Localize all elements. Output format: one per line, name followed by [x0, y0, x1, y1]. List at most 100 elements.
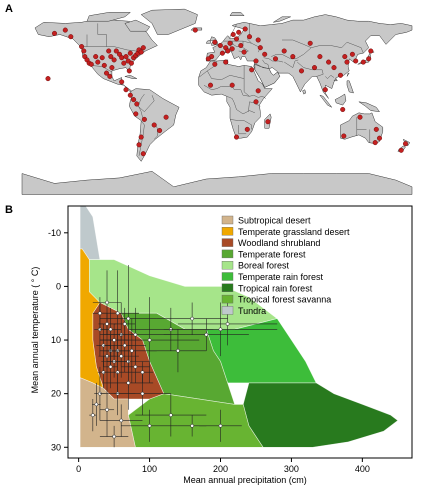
country-border	[226, 96, 255, 115]
site-point	[212, 61, 218, 67]
landmass-svalbard	[229, 12, 245, 16]
y-axis: -10 0 10 20 30	[48, 228, 68, 452]
site-point	[217, 43, 223, 49]
site-point	[107, 73, 113, 79]
site-point	[109, 65, 115, 71]
site-point	[357, 114, 363, 120]
country-border	[325, 74, 335, 79]
site-point	[95, 59, 101, 65]
legend-item: Subtropical desert	[221, 216, 311, 226]
site-point	[99, 55, 105, 61]
data-points	[89, 264, 278, 448]
site-point	[253, 58, 259, 64]
site-point	[233, 36, 239, 42]
site-point	[338, 72, 344, 78]
x-tick-label: 100	[142, 464, 157, 474]
y-tick-label: 30	[51, 442, 61, 452]
point-marker	[105, 300, 109, 305]
site-point	[344, 59, 350, 65]
site-point	[326, 59, 332, 65]
country-border	[243, 78, 254, 97]
landmass-borneo	[334, 93, 347, 106]
site-point	[133, 111, 139, 117]
site-point	[134, 101, 140, 107]
legend-swatch	[221, 261, 234, 270]
point-marker	[119, 418, 124, 423]
landmass-new-guinea	[358, 101, 381, 113]
point-marker	[176, 348, 180, 353]
point-marker	[126, 316, 131, 321]
site-point	[212, 39, 218, 45]
point-marker	[94, 402, 99, 407]
point-marker	[105, 322, 109, 326]
legend-label: Woodland shrubland	[238, 238, 320, 248]
legend-item: Tundra	[221, 306, 266, 316]
site-point	[103, 70, 109, 76]
legend-swatch	[221, 294, 234, 304]
legend-label: Subtropical desert	[238, 216, 311, 226]
site-point	[88, 61, 94, 67]
site-point	[368, 48, 374, 54]
point-marker	[140, 391, 145, 396]
legend-item: Tropical rain forest	[221, 283, 313, 293]
site-point	[192, 27, 198, 33]
landmass-hainan	[333, 78, 338, 82]
site-point	[121, 60, 127, 66]
site-point	[126, 68, 132, 74]
site-point	[108, 54, 114, 60]
site-point	[312, 65, 318, 71]
point-marker	[204, 332, 209, 337]
data-point	[114, 307, 136, 341]
landmass-arabia-link	[254, 63, 281, 88]
biome-regions	[79, 205, 399, 448]
country-border	[231, 86, 250, 97]
site-point	[119, 79, 125, 85]
point-marker	[147, 423, 152, 428]
site-point	[290, 54, 296, 60]
plot-frame	[67, 205, 413, 459]
data-point	[163, 302, 278, 357]
point-marker	[108, 365, 113, 369]
legend-swatch	[221, 238, 234, 247]
country-border	[282, 39, 312, 48]
site-point	[236, 29, 242, 35]
landmass-philippines	[346, 80, 354, 94]
site-point	[128, 60, 134, 66]
point-marker	[108, 327, 113, 332]
legend-swatch	[221, 227, 234, 236]
data-point	[149, 329, 207, 373]
landmass-sri-lanka	[302, 89, 307, 95]
point-marker	[105, 407, 109, 412]
data-point	[99, 425, 129, 448]
site-point	[242, 26, 248, 32]
site-point	[229, 82, 235, 88]
site-point	[151, 122, 157, 128]
site-point	[366, 56, 372, 62]
legend-item: Boreal forest	[221, 261, 290, 271]
point-marker	[98, 311, 102, 316]
biome-region	[127, 393, 264, 448]
y-tick-label: 20	[51, 389, 61, 399]
data-point	[98, 313, 116, 335]
legend-swatch	[221, 249, 234, 259]
legend-item: Woodland shrubland	[221, 238, 320, 248]
site-point	[255, 88, 261, 94]
landmass-taiwan	[346, 72, 350, 77]
site-point	[349, 51, 355, 57]
x-tick-label: 0	[76, 464, 81, 474]
point-marker	[129, 348, 134, 353]
country-border	[137, 93, 155, 113]
site-point	[233, 134, 239, 140]
site-point	[81, 48, 87, 54]
country-border	[248, 101, 261, 112]
site-point	[372, 140, 378, 146]
site-point	[403, 141, 409, 147]
data-point	[99, 382, 115, 437]
y-tick-label: -10	[48, 228, 61, 238]
point-marker	[168, 413, 173, 417]
site-point	[373, 126, 379, 132]
site-point	[113, 48, 119, 54]
site-point	[163, 114, 169, 120]
landmass-greenland	[140, 8, 198, 35]
landmass-australia	[340, 112, 384, 144]
